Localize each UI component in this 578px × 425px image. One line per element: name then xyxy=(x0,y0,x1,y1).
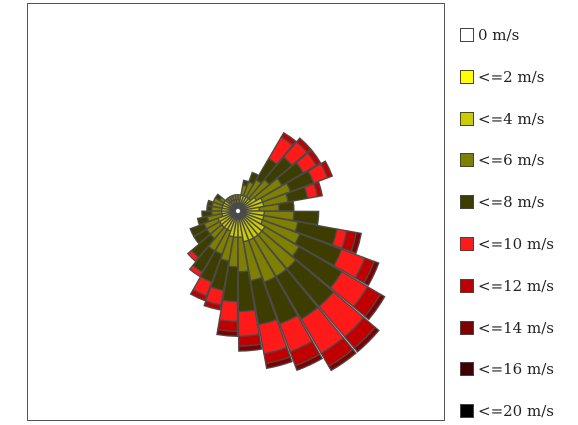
rose-segment xyxy=(203,300,222,311)
legend-label: <=4 m/s xyxy=(478,109,545,128)
legend-item: <=8 m/s xyxy=(460,191,544,213)
rose-segment xyxy=(295,137,312,154)
rose-segment xyxy=(216,328,239,337)
legend-item: <=20 m/s xyxy=(460,400,554,422)
rose-segment xyxy=(206,204,213,212)
rose-segment xyxy=(327,348,357,372)
plot-area xyxy=(27,3,445,421)
legend-swatch xyxy=(460,28,474,42)
legend-swatch xyxy=(460,69,474,84)
legend-label: 0 m/s xyxy=(478,26,520,44)
rose-segment xyxy=(363,293,386,321)
rose-segment xyxy=(294,353,324,372)
rose-segment xyxy=(218,299,239,323)
legend-swatch xyxy=(460,195,474,210)
legend-swatch xyxy=(460,404,474,419)
legend-swatch xyxy=(460,362,474,377)
legend-label: <=6 m/s xyxy=(478,151,545,170)
legend-swatch xyxy=(460,320,474,335)
legend-label: <=20 m/s xyxy=(478,402,554,421)
legend-label: <=14 m/s xyxy=(478,318,554,337)
legend-item: <=16 m/s xyxy=(460,358,554,380)
rose-segment xyxy=(264,356,293,370)
legend-label: <=10 m/s xyxy=(478,235,554,253)
rose-segment xyxy=(241,179,250,188)
legend-swatch xyxy=(460,237,474,251)
legend-item: <=6 m/s xyxy=(460,149,544,171)
rose-segment xyxy=(350,231,363,255)
legend-item: <=14 m/s xyxy=(460,317,554,339)
rose-segment xyxy=(237,309,260,337)
wind-rose-chart xyxy=(186,131,386,372)
legend-label: <=2 m/s xyxy=(478,67,545,86)
legend-item: <=10 m/s xyxy=(460,233,554,255)
rose-segment xyxy=(189,288,208,302)
rose-segment xyxy=(363,260,380,287)
rose-segment xyxy=(320,160,334,179)
legend-item: <=12 m/s xyxy=(460,275,554,297)
legend-swatch xyxy=(460,111,474,126)
rose-segment xyxy=(238,343,263,352)
legend-swatch xyxy=(460,278,474,293)
rose-segment xyxy=(188,264,204,278)
legend-label: <=12 m/s xyxy=(478,276,554,295)
rose-segment xyxy=(353,326,380,353)
legend-label: <=16 m/s xyxy=(478,360,554,379)
legend-label: <=8 m/s xyxy=(478,193,545,212)
legend-item: 0 m/s xyxy=(460,24,519,46)
legend-item: <=4 m/s xyxy=(460,108,544,130)
rose-segment xyxy=(292,210,320,226)
calm-center-marker xyxy=(235,208,241,214)
legend-swatch xyxy=(460,153,474,168)
rose-segment xyxy=(280,131,297,146)
rose-segment xyxy=(306,149,322,167)
rose-segment xyxy=(313,181,324,198)
legend-item: <=2 m/s xyxy=(460,66,544,88)
